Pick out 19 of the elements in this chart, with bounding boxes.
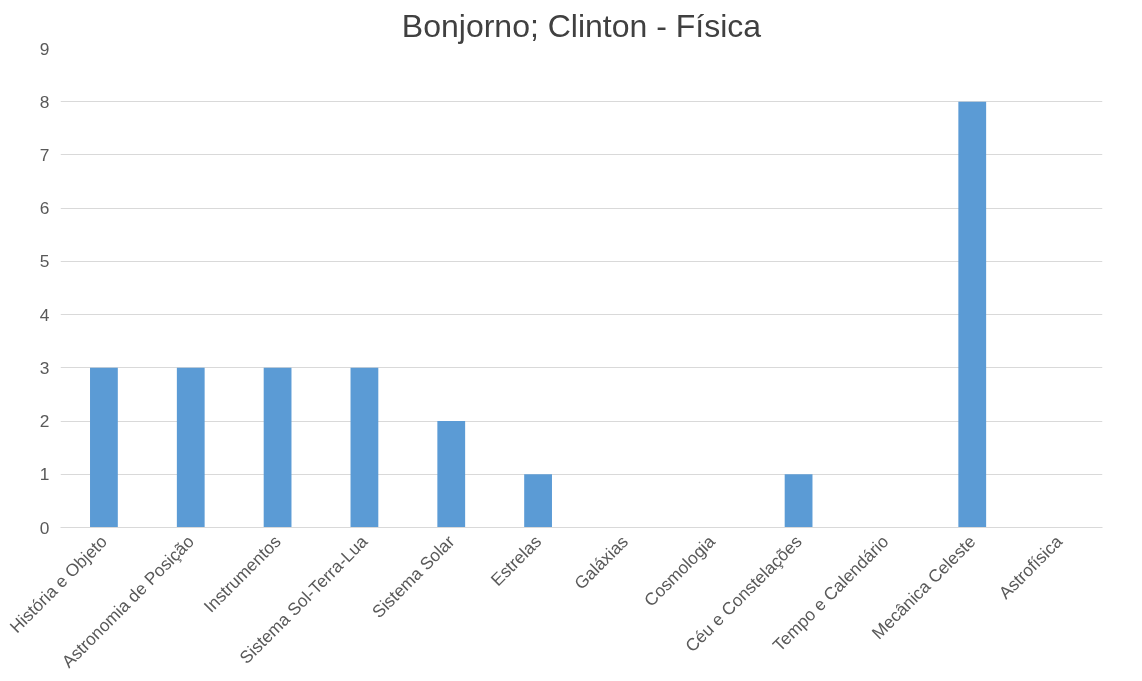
y-tick-label: 1 [39,464,50,485]
bar [263,367,292,528]
y-tick-label: 8 [39,91,50,112]
bar [350,367,379,528]
chart-title: Bonjorno; Clinton - Física [401,7,762,44]
bar [90,367,118,528]
y-tick-label: 7 [39,144,50,165]
bar [176,367,205,528]
bar [784,474,813,528]
bar [524,474,552,528]
y-tick-label: 6 [39,198,50,219]
y-tick-label: 2 [39,411,50,432]
y-tick-label: 9 [39,38,50,59]
y-tick-label: 3 [39,357,50,378]
y-tick-label: 4 [39,304,50,325]
y-tick-label: 5 [39,251,50,272]
bar [437,421,466,528]
bar [958,101,987,528]
y-tick-label: 0 [39,517,50,538]
